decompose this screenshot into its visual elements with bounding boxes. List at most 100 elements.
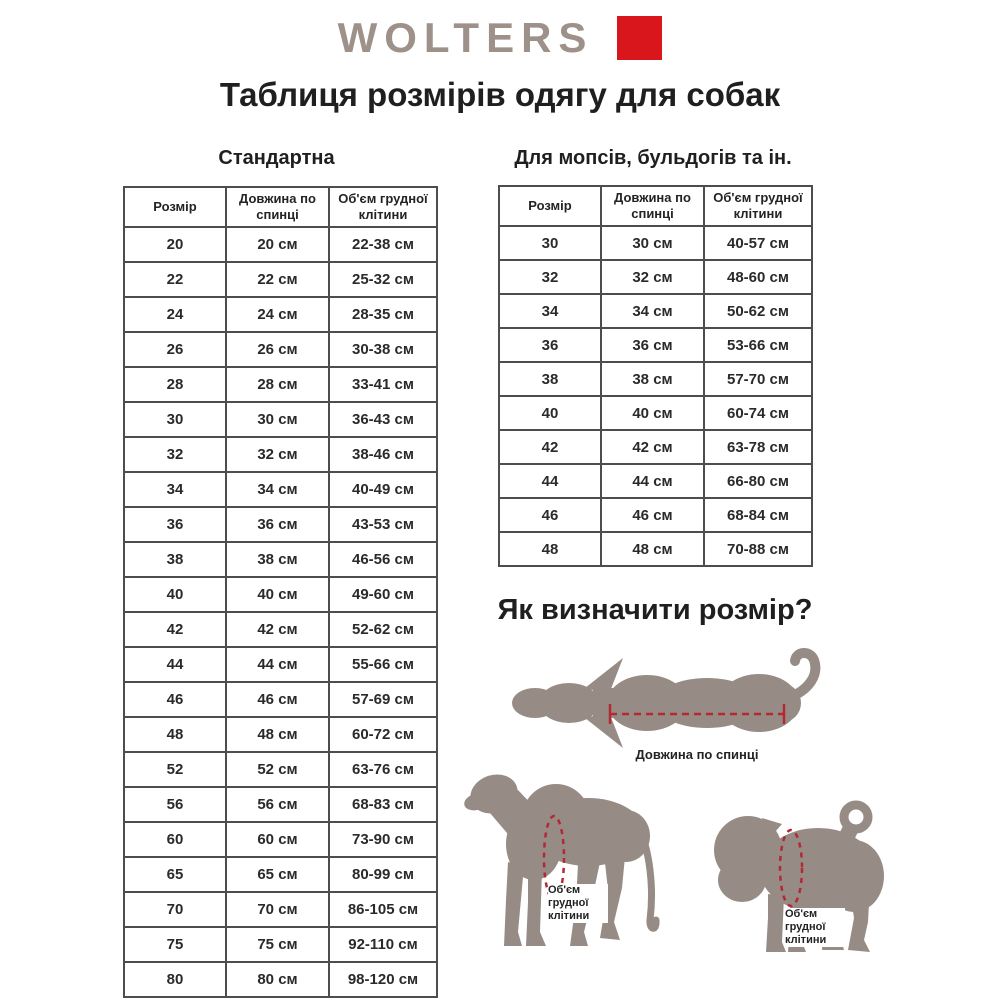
table-row: 70 70 см 86-105 см: [123, 891, 438, 928]
table-cell: 66-80 см: [703, 463, 813, 499]
table-cell: 75: [123, 926, 227, 963]
dog-top-view-figure: [512, 648, 821, 748]
column-header: Розмір: [123, 186, 227, 228]
table-row: 44 44 см 55-66 см: [123, 646, 438, 683]
column-header: Об'єм грудної клітини: [703, 185, 813, 227]
table-row: 22 22 см 25-32 см: [123, 261, 438, 298]
table-row: 48 48 см 60-72 см: [123, 716, 438, 753]
table-cell: 80-99 см: [328, 856, 438, 893]
table-cell: 44: [498, 463, 602, 499]
brand-logo-mark: [617, 16, 663, 60]
table-cell: 44 см: [225, 646, 330, 683]
table-cell: 30: [498, 225, 602, 261]
table-cell: 65: [123, 856, 227, 893]
table-cell: 30 см: [600, 225, 705, 261]
table-row: 75 75 см 92-110 см: [123, 926, 438, 963]
table-cell: 52 см: [225, 751, 330, 788]
table-cell: 36-43 см: [328, 401, 438, 438]
table-cell: 38: [498, 361, 602, 397]
table-cell: 36: [498, 327, 602, 363]
header-row: Розмір Довжина по спинці Об'єм грудної клі…: [123, 186, 438, 228]
table-cell: 46 см: [600, 497, 705, 533]
table-row: 36 36 см 53-66 см: [498, 327, 813, 363]
dog-side-view-figure: [464, 774, 660, 946]
table-cell: 20: [123, 226, 227, 263]
table-cell: 36 см: [225, 506, 330, 543]
table-row: 80 80 см 98-120 см: [123, 961, 438, 998]
table-cell: 26: [123, 331, 227, 368]
table-cell: 60: [123, 821, 227, 858]
table-cell: 68-84 см: [703, 497, 813, 533]
table-cell: 30 см: [225, 401, 330, 438]
table-row: 30 30 см 40-57 см: [498, 225, 813, 261]
table-cell: 42: [498, 429, 602, 465]
table-cell: 92-110 см: [328, 926, 438, 963]
table-cell: 75 см: [225, 926, 330, 963]
table-cell: 42 см: [600, 429, 705, 465]
table-cell: 40 см: [600, 395, 705, 431]
guide-heading: Як визначити розмір?: [497, 594, 813, 626]
table-cell: 25-32 см: [328, 261, 438, 298]
table-cell: 86-105 см: [328, 891, 438, 928]
table-row: 46 46 см 68-84 см: [498, 497, 813, 533]
table-cell: 63-78 см: [703, 429, 813, 465]
table-cell: 34 см: [225, 471, 330, 508]
table-row: 32 32 см 38-46 см: [123, 436, 438, 473]
table-row: 52 52 см 63-76 см: [123, 751, 438, 788]
table-cell: 20 см: [225, 226, 330, 263]
table-cell: 28-35 см: [328, 296, 438, 333]
table-cell: 40 см: [225, 576, 330, 613]
table-row: 65 65 см 80-99 см: [123, 856, 438, 893]
table-row: 26 26 см 30-38 см: [123, 331, 438, 368]
table-cell: 34: [123, 471, 227, 508]
table-cell: 48-60 см: [703, 259, 813, 295]
table-row: 34 34 см 40-49 см: [123, 471, 438, 508]
table-cell: 44: [123, 646, 227, 683]
table-cell: 70: [123, 891, 227, 928]
table-cell: 65 см: [225, 856, 330, 893]
table-row: 34 34 см 50-62 см: [498, 293, 813, 329]
table-row: 44 44 см 66-80 см: [498, 463, 813, 499]
table-cell: 33-41 см: [328, 366, 438, 403]
table-cell: 53-66 см: [703, 327, 813, 363]
table-cell: 34: [498, 293, 602, 329]
table-cell: 40-57 см: [703, 225, 813, 261]
chest-girth-label: Об'єм грудної клітини: [785, 908, 845, 947]
table-cell: 32 см: [225, 436, 330, 473]
table-cell: 52-62 см: [328, 611, 438, 648]
column-header: Об'єм грудної клітини: [328, 186, 438, 228]
chest-measure-line: [778, 828, 804, 908]
table-cell: 60 см: [225, 821, 330, 858]
table-row: 60 60 см 73-90 см: [123, 821, 438, 858]
table-cell: 57-70 см: [703, 361, 813, 397]
table-cell: 38-46 см: [328, 436, 438, 473]
table-cell: 73-90 см: [328, 821, 438, 858]
table-cell: 30-38 см: [328, 331, 438, 368]
table-cell: 28: [123, 366, 227, 403]
standard-size-table: Розмір Довжина по спинці Об'єм грудної клі…: [123, 186, 438, 998]
table-row: 46 46 см 57-69 см: [123, 681, 438, 718]
table-cell: 60-74 см: [703, 395, 813, 431]
table-cell: 46-56 см: [328, 541, 438, 578]
table-cell: 42: [123, 611, 227, 648]
table-cell: 32 см: [600, 259, 705, 295]
table-cell: 32: [498, 259, 602, 295]
table-cell: 43-53 см: [328, 506, 438, 543]
table-cell: 70 см: [225, 891, 330, 928]
table-cell: 36: [123, 506, 227, 543]
table-cell: 98-120 см: [328, 961, 438, 998]
header-row: Розмір Довжина по спинці Об'єм грудної клі…: [498, 185, 813, 227]
dog-top-view-silhouette: [512, 658, 801, 748]
table-cell: 22: [123, 261, 227, 298]
table-row: 48 48 см 70-88 см: [498, 531, 813, 567]
table-cell: 60-72 см: [328, 716, 438, 753]
table-cell: 38: [123, 541, 227, 578]
table-cell: 63-76 см: [328, 751, 438, 788]
table-cell: 56 см: [225, 786, 330, 823]
chest-girth-label: Об'єм грудної клітини: [548, 884, 608, 923]
table-cell: 80 см: [225, 961, 330, 998]
table-cell: 52: [123, 751, 227, 788]
table-cell: 55-66 см: [328, 646, 438, 683]
table-cell: 48: [498, 531, 602, 567]
table-row: 42 42 см 52-62 см: [123, 611, 438, 648]
